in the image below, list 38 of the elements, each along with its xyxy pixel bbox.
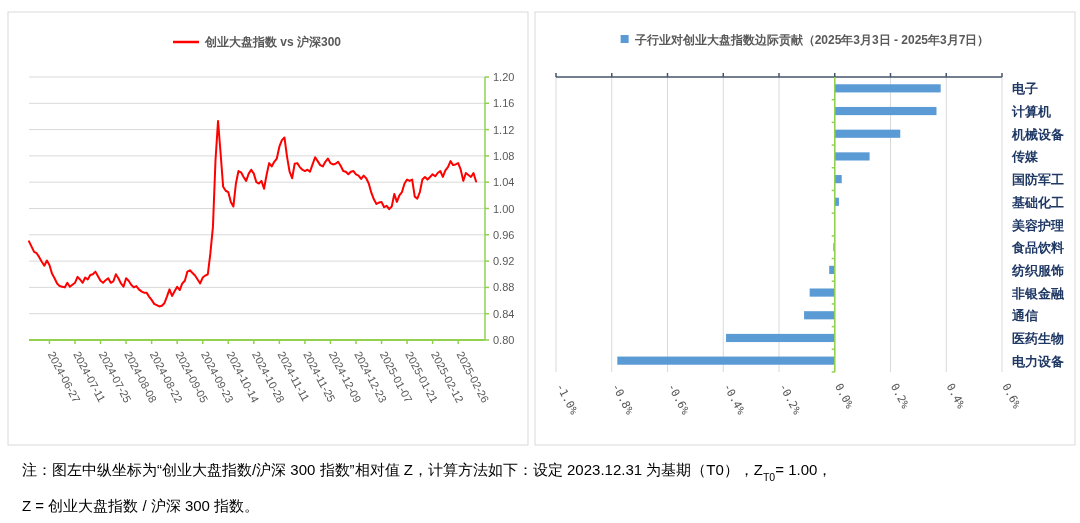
legend-label: 创业大盘指数 vs 沪深300 [203,35,342,49]
y-tick-label: 1.00 [493,202,515,215]
y-tick-label: 机械设备 [1011,126,1064,142]
y-tick-label: 电子 [1012,81,1038,97]
x-tick-label: -0.2% [776,381,804,417]
x-tick-label: -0.4% [720,381,748,417]
y-tick-label: 1.08 [493,149,515,162]
y-tick-label: 基础化工 [1011,194,1064,210]
y-tick-label: 纺织服饰 [1011,262,1064,278]
y-tick-label: 0.96 [493,228,515,241]
y-tick-label: 0.88 [493,281,515,294]
y-tick-label: 0.92 [493,255,515,268]
y-tick-label: 非银金融 [1011,285,1065,301]
y-tick-label: 1.12 [493,123,515,136]
text: Z = 创业大盘指数 / 沪深 300 指数。 [22,497,260,514]
y-tick-label: 美容护理 [1011,217,1064,233]
y-tick-label: 医药生物 [1012,330,1064,346]
y-tick-label: 通信 [1011,308,1038,324]
y-tick-label: 0.84 [493,307,515,320]
y-tick-label: 计算机 [1011,104,1051,120]
y-tick-label: 0.80 [493,334,515,346]
x-tick-label: 0.6% [999,381,1024,412]
y-tick-label: 1.16 [493,97,515,110]
x-tick-label: 0.0% [832,381,857,412]
x-tick-label: -1.0% [553,381,581,417]
y-tick-label: 1.20 [493,71,515,83]
line-series [28,120,478,308]
y-tick-label: 食品饮料 [1011,240,1064,256]
y-tick-label: 国防军工 [1012,172,1064,188]
y-tick-label: 1.04 [493,176,515,189]
x-tick-label: 0.4% [943,381,968,412]
text: 注：图左中纵坐标为“创业大盘指数/沪深 300 指数”相对值 Z，计算方法如下：设定 2023.12.31 为基期（T0），Z$_{T0}$= 1.00， [22,461,833,483]
legend-label: 子行业对创业大盘指数边际贡献（2025年3月3日 - 2025年3月7日） [633,33,990,47]
x-tick-label: -0.6% [664,381,693,417]
y-tick-label: 电力设备 [1012,353,1064,369]
x-tick-label: 0.2% [887,381,912,412]
x-tick-label: -0.8% [609,381,637,417]
y-tick-label: 传媒 [1011,149,1039,165]
